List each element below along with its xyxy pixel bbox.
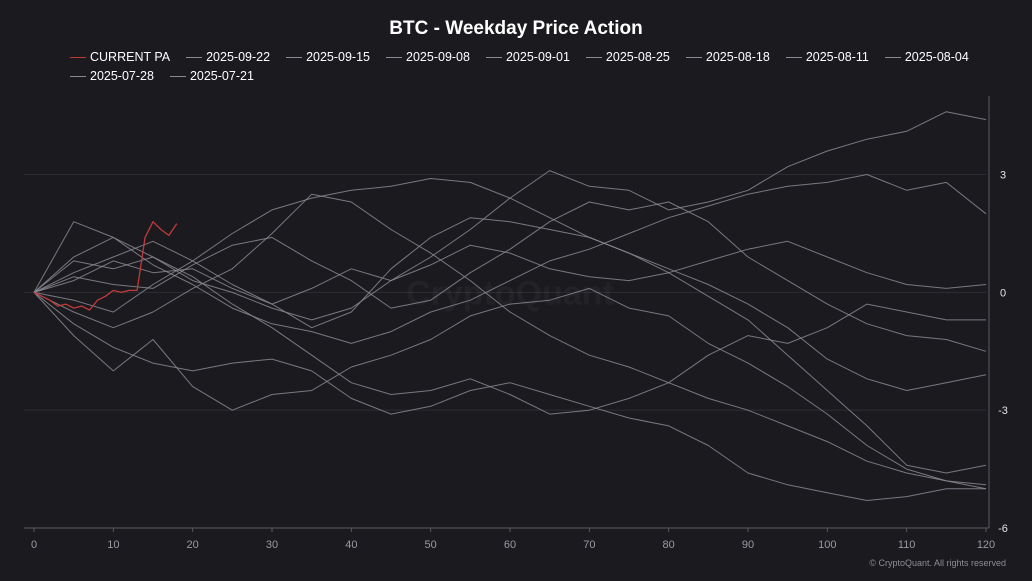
y-tick-label: 0 <box>1000 287 1006 299</box>
series-line-2025-08-25 <box>33 287 987 486</box>
x-tick-label: 70 <box>583 539 595 551</box>
series-line-2025-09-08 <box>33 193 987 490</box>
series-line-2025-07-21 <box>33 240 987 305</box>
y-tick-label: -3 <box>998 405 1008 417</box>
series-line-current-pa <box>33 221 178 311</box>
x-tick-label: 120 <box>977 539 995 551</box>
legend-item[interactable]: 2025-09-01 <box>485 50 570 64</box>
series-line-2025-08-18 <box>33 174 987 344</box>
x-tick-label: 20 <box>187 539 199 551</box>
legend-swatch <box>485 56 502 58</box>
legend-label: 2025-08-04 <box>904 50 969 64</box>
legend-item[interactable]: 2025-07-28 <box>70 69 154 83</box>
legend-item[interactable]: 2025-08-25 <box>585 50 670 64</box>
legend-swatch <box>70 56 86 58</box>
x-tick-label: 40 <box>345 539 357 551</box>
x-tick-label: 0 <box>31 539 37 551</box>
chart-legend: CURRENT PA 2025-09-22 2025-09-15 2025-09-08… <box>70 50 1000 83</box>
legend-label: 2025-07-21 <box>189 69 254 83</box>
legend-swatch <box>169 75 186 77</box>
series-line-2025-08-04 <box>33 178 987 391</box>
x-tick-label: 30 <box>266 539 278 551</box>
legend-label: 2025-09-01 <box>505 50 570 64</box>
copyright-credit: © CryptoQuant. All rights reserved <box>869 558 1006 568</box>
legend-label: 2025-09-08 <box>406 50 470 64</box>
legend-item[interactable]: 2025-08-04 <box>884 50 969 64</box>
chart-title: BTC - Weekday Price Action <box>389 18 643 39</box>
series-line-2025-07-28 <box>33 292 986 501</box>
legend-item[interactable]: 2025-07-21 <box>169 69 254 83</box>
legend-label: 2025-08-18 <box>705 50 770 64</box>
legend-swatch <box>70 75 86 77</box>
legend-item[interactable]: 2025-09-08 <box>386 50 470 64</box>
legend-item[interactable]: 2025-08-11 <box>785 50 869 64</box>
x-tick-label: 90 <box>742 539 754 551</box>
series-line-2025-09-22 <box>33 201 987 352</box>
series-line-2025-09-01 <box>33 236 986 415</box>
x-tick-label: 80 <box>663 539 675 551</box>
legend-label: 2025-07-28 <box>90 69 154 83</box>
legend-label: 2025-09-22 <box>206 50 271 64</box>
legend-label: 2025-09-15 <box>306 50 371 64</box>
legend-item[interactable]: CURRENT PA <box>70 50 170 64</box>
legend-item[interactable]: 2025-09-15 <box>286 50 370 64</box>
x-tick-label: 60 <box>504 539 516 551</box>
legend-item[interactable]: 2025-08-18 <box>685 50 770 64</box>
x-tick-label: 50 <box>425 539 437 551</box>
legend-item[interactable]: 2025-09-22 <box>186 50 270 64</box>
legend-swatch <box>186 56 203 58</box>
legend-label: 2025-08-25 <box>605 50 670 64</box>
legend-label: CURRENT PA <box>90 50 171 64</box>
legend-swatch <box>286 56 303 58</box>
legend-label: 2025-08-11 <box>805 50 869 64</box>
x-tick-label: 10 <box>107 539 119 551</box>
legend-swatch <box>585 56 602 58</box>
legend-swatch <box>785 56 802 58</box>
series-line-2025-08-11 <box>33 217 987 474</box>
x-tick-label: 110 <box>898 539 916 551</box>
x-tick-label: 100 <box>818 539 836 551</box>
y-tick-label: -6 <box>998 523 1008 535</box>
legend-swatch <box>685 56 702 58</box>
legend-swatch <box>884 56 901 58</box>
y-tick-label: 3 <box>1000 170 1006 182</box>
legend-swatch <box>386 56 403 58</box>
